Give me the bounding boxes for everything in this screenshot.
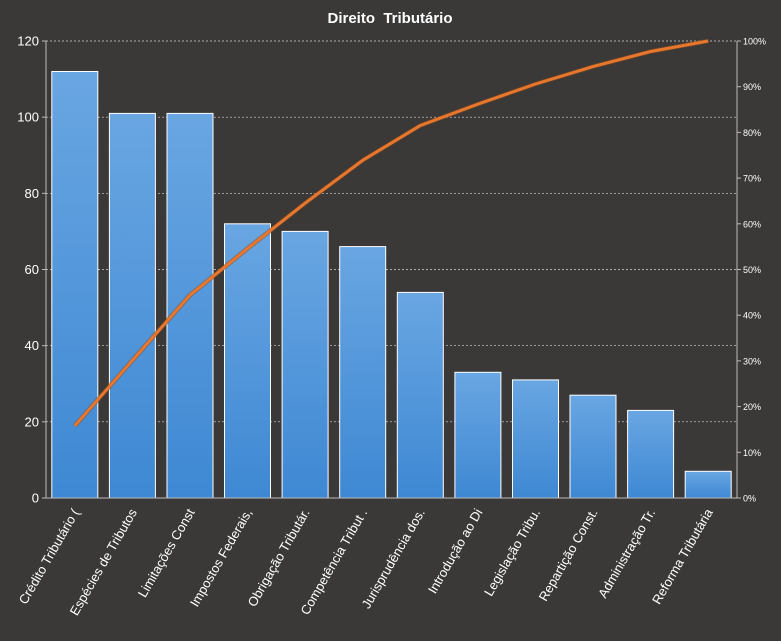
cumulative-line xyxy=(73,38,709,428)
y2-tick-label: 0% xyxy=(743,494,756,504)
y2-tick-label: 40% xyxy=(743,311,761,321)
bar xyxy=(339,246,387,499)
bar xyxy=(166,112,214,499)
grid-lines xyxy=(46,40,737,423)
bar xyxy=(569,394,617,499)
y2-tick-label: 10% xyxy=(743,448,761,458)
bar xyxy=(512,379,559,499)
chart-title: Direito Tributário xyxy=(327,10,452,27)
bars xyxy=(51,71,732,499)
bar xyxy=(224,223,271,499)
bar xyxy=(281,230,329,499)
bar xyxy=(51,71,99,499)
bar xyxy=(684,470,732,499)
y-tick-label: 80 xyxy=(25,186,39,201)
y2-tick-label: 100% xyxy=(743,37,766,47)
y-tick-label: 40 xyxy=(25,338,39,353)
y-tick-label: 0 xyxy=(32,491,39,506)
y2-tick-label: 90% xyxy=(743,82,761,92)
y-tick-label: 100 xyxy=(17,110,39,125)
y2-tick-label: 70% xyxy=(743,174,761,184)
y2-tick-label: 50% xyxy=(743,265,761,275)
y-axis-ticks: 0 20 40 60 80 100 120 xyxy=(17,34,46,506)
bar xyxy=(627,409,675,499)
bar xyxy=(454,371,502,499)
y2-tick-label: 20% xyxy=(743,402,761,412)
y-tick-label: 20 xyxy=(25,414,39,429)
bar xyxy=(108,112,156,499)
y2-tick-label: 30% xyxy=(743,356,761,366)
y2-tick-label: 60% xyxy=(743,219,761,229)
cumulative-line-path xyxy=(73,39,709,427)
y-tick-label: 120 xyxy=(17,34,39,49)
y2-tick-label: 80% xyxy=(743,128,761,138)
bar xyxy=(396,291,444,499)
y2-axis-ticks: 0% 10% 20% 30% 40% 50% 60% 70% 80% 90% 100% xyxy=(737,37,766,504)
y-tick-label: 60 xyxy=(25,262,39,277)
